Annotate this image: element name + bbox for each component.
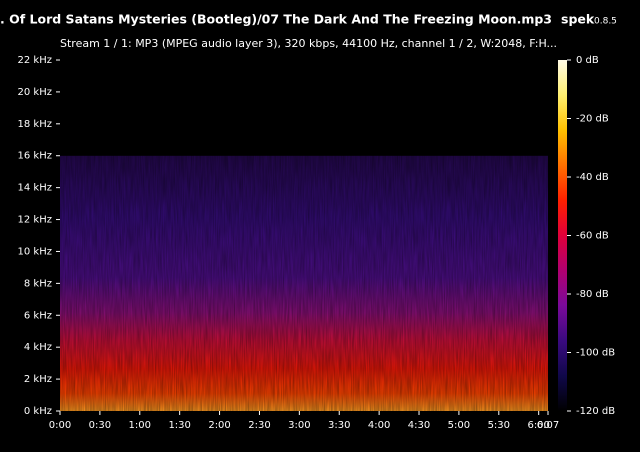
x-tick-label: 4:30 bbox=[408, 420, 430, 431]
colorbar-tick-label: -120 dB bbox=[576, 406, 615, 417]
colorbar-tick-label: -100 dB bbox=[576, 348, 615, 359]
colorbar-tick-label: -40 dB bbox=[576, 172, 609, 183]
y-tick-label: 8 kHz bbox=[24, 278, 52, 289]
x-tick-label: 1:30 bbox=[168, 420, 190, 431]
x-tick-label: 1:00 bbox=[129, 420, 151, 431]
x-tick-label: 3:30 bbox=[328, 420, 350, 431]
y-tick-label: 10 kHz bbox=[18, 246, 52, 257]
x-tick-label: 5:00 bbox=[448, 420, 470, 431]
y-tick-label: 4 kHz bbox=[24, 342, 52, 353]
x-tick-label: 3:00 bbox=[288, 420, 310, 431]
colorbar-tick-label: 0 dB bbox=[576, 55, 599, 66]
colorbar bbox=[558, 60, 567, 411]
y-tick-label: 2 kHz bbox=[24, 374, 52, 385]
app-version: 0.8.5 bbox=[594, 17, 617, 27]
chart-subtitle: Stream 1 / 1: MP3 (MPEG audio layer 3), … bbox=[60, 37, 557, 50]
colorbar-tick-label: -60 dB bbox=[576, 231, 609, 242]
colorbar-tick-label: -20 dB bbox=[576, 114, 609, 125]
app-name: spek bbox=[561, 12, 595, 27]
y-tick-label: 22 kHz bbox=[18, 55, 52, 66]
colorbar-tick-label: -80 dB bbox=[576, 289, 609, 300]
x-tick-label: 0:00 bbox=[49, 420, 71, 431]
y-tick-label: 20 kHz bbox=[18, 87, 52, 98]
x-tick-label: 6:07 bbox=[537, 420, 559, 431]
y-tick-label: 0 kHz bbox=[24, 406, 52, 417]
y-tick-label: 6 kHz bbox=[24, 310, 52, 321]
x-tick-label: 2:00 bbox=[208, 420, 230, 431]
chart-title: ... Of Lord Satans Mysteries (Bootleg)/0… bbox=[0, 12, 552, 27]
x-tick-label: 4:00 bbox=[368, 420, 390, 431]
y-tick-label: 18 kHz bbox=[18, 119, 52, 130]
x-tick-label: 2:30 bbox=[248, 420, 270, 431]
y-tick-label: 14 kHz bbox=[18, 183, 52, 194]
x-tick-label: 0:30 bbox=[89, 420, 111, 431]
y-tick-label: 16 kHz bbox=[18, 151, 52, 162]
y-tick-label: 12 kHz bbox=[18, 215, 52, 226]
x-tick-label: 6:00 bbox=[527, 420, 549, 431]
spectrogram-texture bbox=[60, 155, 548, 411]
x-tick-label: 5:30 bbox=[488, 420, 510, 431]
